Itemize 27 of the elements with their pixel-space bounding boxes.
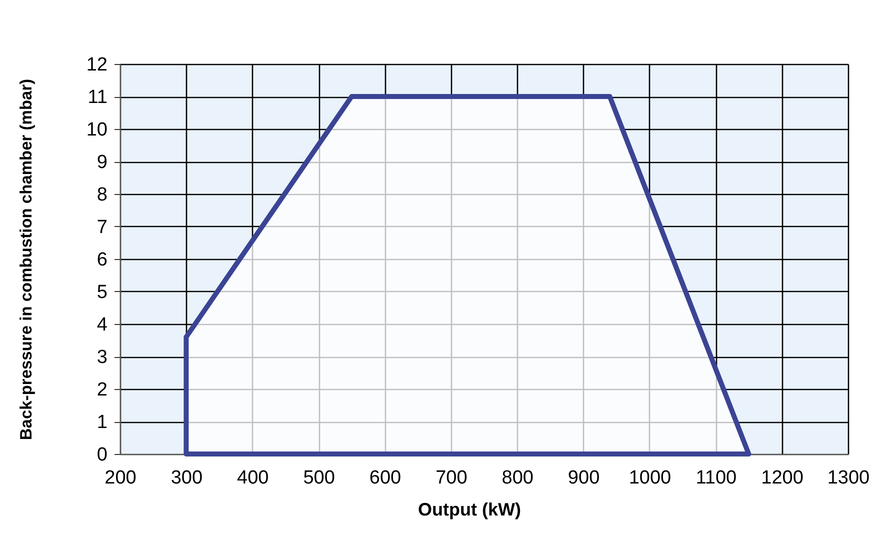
x-tick-label: 1300: [827, 468, 870, 488]
y-tick-label: 2: [96, 380, 108, 400]
y-tick-label: 6: [96, 250, 108, 270]
x-tick-label: 900: [568, 468, 600, 488]
x-tick-label: 300: [170, 468, 203, 488]
y-tick-label: 4: [96, 314, 108, 336]
y-tick-label: 0: [96, 444, 108, 466]
y-tick-label: 9: [96, 152, 108, 173]
x-tick-label: 700: [436, 468, 468, 488]
x-tick-label: 1000: [628, 468, 672, 488]
x-tick-label: 400: [237, 468, 269, 488]
x-tick-label: 1100: [696, 468, 737, 488]
y-tick-label: 5: [96, 282, 108, 303]
x-tick-label: 500: [303, 468, 335, 488]
x-tick-label: 800: [502, 468, 534, 488]
x-tick-label: 600: [369, 468, 402, 488]
y-tick-label: 3: [96, 347, 108, 368]
x-tick-label: 1200: [761, 468, 804, 488]
y-tick-label: 11: [88, 87, 108, 108]
y-axis-title: Back-pressure in combustion chamber (mbar): [17, 78, 36, 440]
y-tick-label: 8: [96, 184, 108, 206]
y-tick-label: 12: [86, 54, 108, 76]
y-tick-label: 10: [86, 120, 108, 140]
x-axis-title: Output (kW): [418, 500, 521, 520]
y-tick-label: 1: [96, 412, 108, 433]
y-tick-label: 7: [96, 217, 108, 238]
x-tick-label: 200: [104, 468, 136, 488]
